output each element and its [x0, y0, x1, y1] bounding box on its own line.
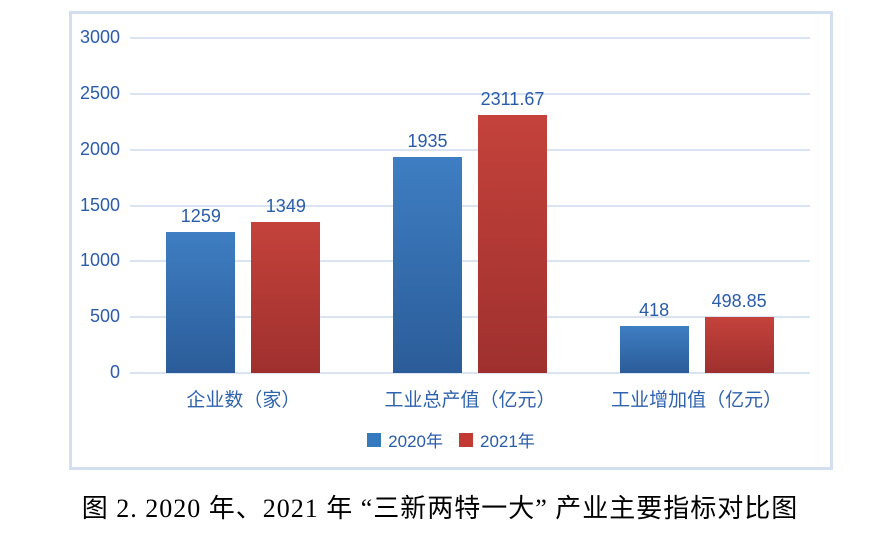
category-label: 工业增加值（亿元） [611, 390, 783, 411]
gridline [130, 260, 810, 263]
bar-value-label: 1349 [265, 196, 306, 217]
figure-caption: 图 2. 2020 年、2021 年 “三新两特一大” 产业主要指标对比图 [81, 494, 799, 523]
y-tick-label: 1500 [79, 194, 120, 215]
chart-area: 0 500 1000 1500 2000 2500 3000 1259 1349 企业数（家） 19… [69, 11, 833, 470]
y-tick-label: 2500 [79, 82, 120, 103]
legend-item-2021: 2021年 [459, 427, 535, 452]
y-tick-label: 500 [89, 306, 120, 327]
legend: 2020年 2021年 [72, 427, 830, 452]
legend-item-2020: 2020年 [367, 427, 443, 452]
gridline [130, 316, 810, 319]
gridline [130, 204, 810, 207]
y-tick-label: 2000 [79, 138, 120, 159]
bar [166, 232, 236, 373]
gridline [130, 372, 810, 374]
gridline [130, 92, 810, 95]
bar-value-label: 418 [639, 300, 670, 321]
bar [704, 317, 774, 373]
category-label: 工业总产值（亿元） [384, 390, 556, 411]
bar [619, 326, 689, 373]
bar-value-label: 498.85 [711, 291, 767, 312]
gridline [130, 37, 810, 39]
legend-label-2021: 2021年 [480, 432, 535, 451]
bar-value-label: 1935 [407, 130, 448, 151]
y-tick-label: 0 [109, 362, 120, 382]
legend-swatch-2021 [459, 432, 473, 447]
plot-area: 0 500 1000 1500 2000 2500 3000 1259 1349 企业数（家） 19… [72, 14, 830, 467]
bar-value-label: 1259 [180, 206, 221, 227]
y-tick-label: 3000 [79, 27, 120, 47]
bar [251, 222, 321, 373]
bar-value-label: 2311.67 [480, 88, 545, 109]
bar [478, 114, 547, 373]
legend-label-2020: 2020年 [388, 432, 443, 451]
gridline [130, 148, 810, 151]
category-label: 企业数（家） [186, 390, 301, 411]
bar [393, 156, 462, 373]
legend-swatch-2020 [367, 432, 382, 447]
y-tick-label: 1000 [79, 250, 120, 271]
